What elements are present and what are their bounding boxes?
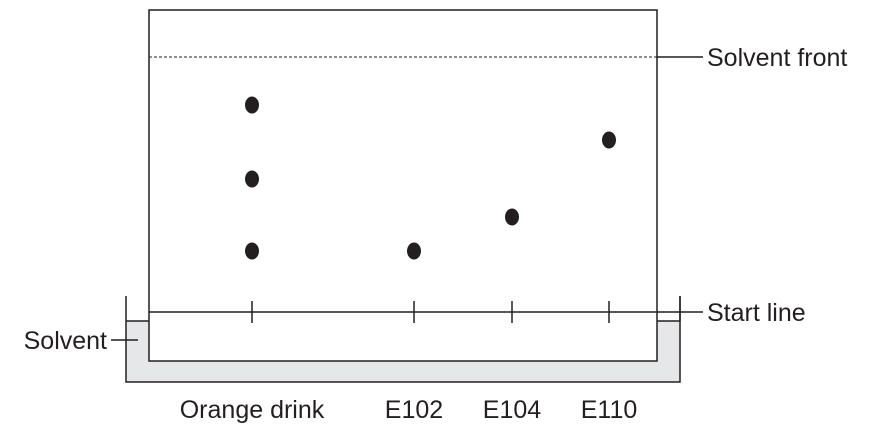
tank-outline [125,296,681,383]
dye-spots [245,96,616,260]
spot-e104 [505,208,519,226]
lane-label-orange-drink: Orange drink [180,396,325,424]
start-line-label: Start line [707,299,806,327]
leader-lines [111,56,703,341]
lane-label-e102: E102 [385,396,443,424]
lane-label-e104: E104 [483,396,541,424]
spot-orange-drink-bottom [245,242,259,260]
spot-e110 [602,131,616,149]
paper-sheet [148,9,658,362]
solvent-label: Solvent [24,327,107,355]
chromatography-paper [148,9,658,362]
spot-e102 [407,242,421,260]
solvent-front-label: Solvent front [707,44,847,72]
spot-orange-drink-top [245,96,259,114]
spot-orange-drink-middle [245,170,259,188]
lane-ticks [251,301,610,323]
lane-label-e110: E110 [581,396,638,424]
